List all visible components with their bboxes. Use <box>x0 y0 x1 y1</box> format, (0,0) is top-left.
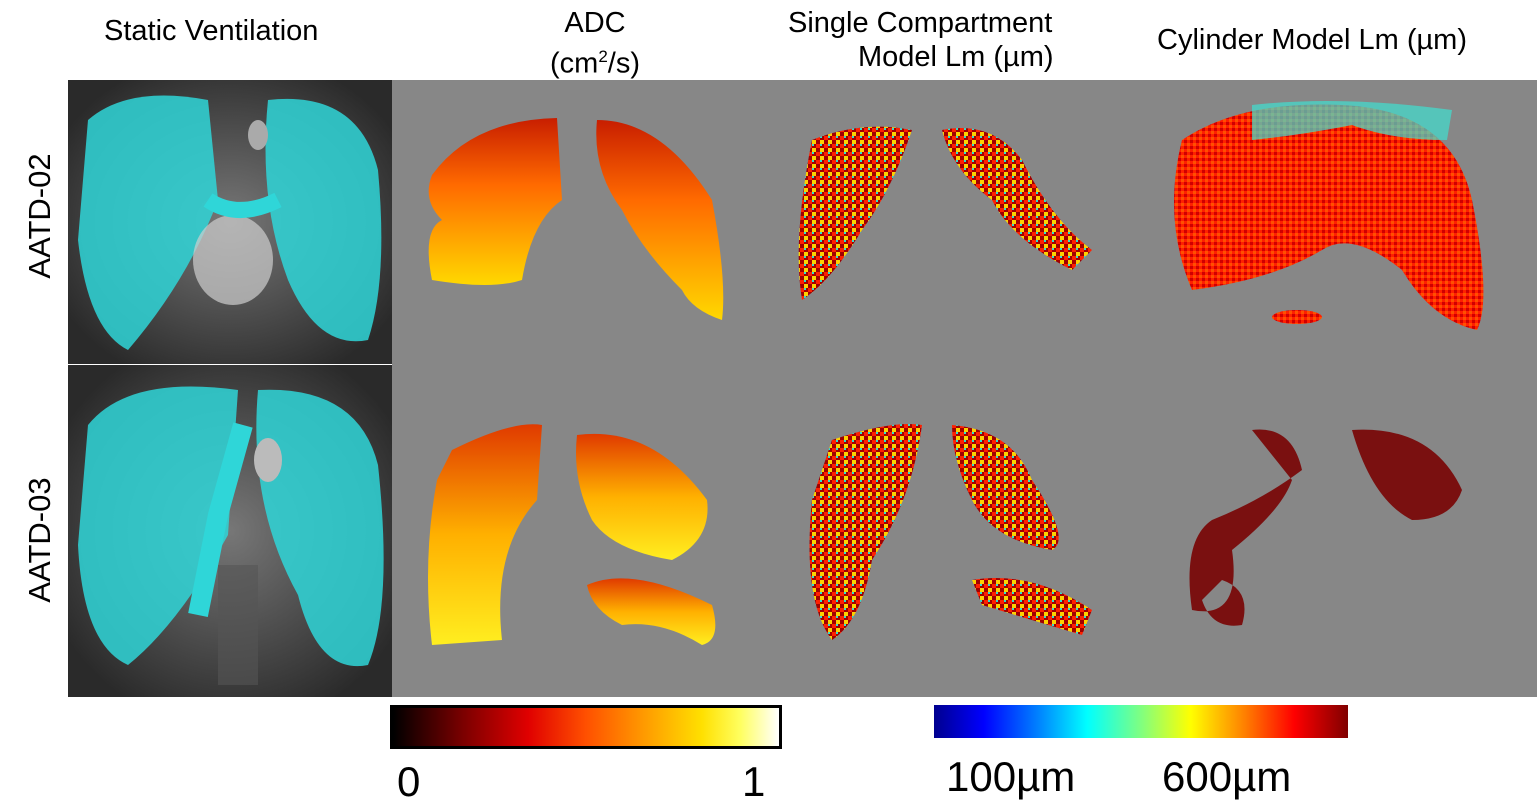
adc-colorbar <box>390 705 782 749</box>
lm-colorbar-high-label: 600µm <box>1162 753 1292 800</box>
ventilation-image-aatd-03 <box>68 365 392 697</box>
header-cylinder-model: Cylinder Model Lm (µm) <box>1157 24 1467 56</box>
parametric-maps <box>428 101 1484 645</box>
row-label-aatd-03: AATD-03 <box>22 477 57 603</box>
adc-colorbar-max-label: 1 <box>742 758 766 805</box>
header-adc-line1: ADC <box>564 7 626 39</box>
adc-colorbar-min-label: 0 <box>397 758 421 805</box>
adc-units-pre: (cm <box>549 47 599 80</box>
header-adc-units: (cm2/s) <box>535 40 655 81</box>
header-single-compartment: Single Compartment Model Lm (µm) <box>788 6 1054 74</box>
cyl-map-aatd-02 <box>1174 104 1484 330</box>
sc-map-aatd-02-left <box>798 126 912 301</box>
adc-map-aatd-02-left <box>428 118 562 285</box>
row-label-aatd-02: AATD-02 <box>22 153 57 279</box>
adc-map-aatd-02-right <box>596 120 724 320</box>
adc-map-aatd-03-left <box>428 424 542 645</box>
lm-colorbar-low-label: 100µm <box>946 753 1076 800</box>
sc-map-aatd-03-right <box>952 425 1059 550</box>
header-sc-line1: Single Compartment <box>788 7 1053 39</box>
header-sc-line2: Model Lm (µm) <box>858 41 1054 73</box>
header-static-ventilation: Static Ventilation <box>104 15 319 47</box>
adc-units-sup: 2 <box>598 47 608 66</box>
adc-map-aatd-03-right <box>576 433 708 560</box>
cyl-map-aatd-03 <box>1189 429 1462 626</box>
ventilation-image-aatd-02 <box>68 80 392 364</box>
lm-colorbar <box>934 705 1348 738</box>
sc-map-aatd-03-lower <box>972 578 1092 635</box>
cyl-map-aatd-02-small <box>1272 310 1322 324</box>
adc-units-post: /s) <box>607 47 640 80</box>
sc-map-aatd-02-right <box>942 128 1092 270</box>
sc-map-aatd-03-left <box>809 424 922 640</box>
adc-map-aatd-03-lower <box>587 578 716 645</box>
cyl-map-aatd-02-top <box>1252 101 1452 140</box>
header-adc: ADC (cm2/s) <box>535 6 655 81</box>
